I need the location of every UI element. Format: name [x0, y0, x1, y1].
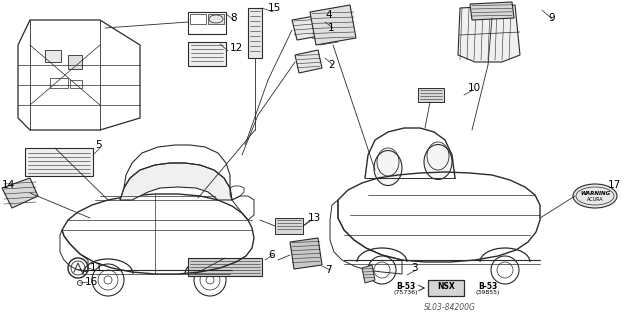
Text: 8: 8 [230, 13, 237, 23]
Text: 14: 14 [2, 180, 15, 190]
Bar [188, 42, 226, 66]
Bar [188, 12, 226, 34]
Bar [418, 88, 444, 102]
Text: 16: 16 [85, 277, 98, 287]
Ellipse shape [573, 184, 617, 208]
Text: (39855): (39855) [476, 290, 500, 295]
Text: 6: 6 [268, 250, 274, 260]
Text: 2: 2 [328, 60, 335, 70]
Text: B-53: B-53 [479, 282, 497, 291]
Bar [248, 8, 262, 58]
Bar [25, 148, 93, 176]
Bar [45, 50, 61, 62]
Text: 7: 7 [325, 265, 332, 275]
Bar [428, 280, 464, 296]
Polygon shape [458, 5, 520, 62]
Text: SL03-84200G: SL03-84200G [424, 303, 476, 312]
Polygon shape [470, 2, 514, 20]
Text: 11: 11 [90, 263, 103, 273]
Text: 5: 5 [95, 140, 102, 150]
Text: 17: 17 [608, 180, 621, 190]
Text: (75736): (75736) [394, 290, 418, 295]
Text: B-53: B-53 [396, 282, 416, 291]
Text: 10: 10 [468, 83, 481, 93]
Polygon shape [362, 265, 375, 283]
Text: 3: 3 [411, 263, 418, 273]
Text: NSX: NSX [437, 282, 455, 291]
Bar [188, 258, 262, 276]
Polygon shape [290, 238, 322, 269]
Text: ACURA: ACURA [587, 196, 604, 202]
Text: 12: 12 [230, 43, 243, 53]
Ellipse shape [424, 145, 452, 180]
Ellipse shape [209, 15, 223, 23]
Bar [208, 14, 224, 24]
Polygon shape [292, 15, 325, 40]
Text: WARNING: WARNING [580, 190, 610, 196]
Text: 15: 15 [268, 3, 281, 13]
Text: 4: 4 [325, 10, 332, 20]
Bar [68, 55, 82, 69]
Text: 9: 9 [548, 13, 555, 23]
Bar [50, 78, 68, 88]
Text: 1: 1 [328, 23, 335, 33]
Polygon shape [120, 163, 232, 200]
Ellipse shape [374, 150, 402, 186]
Text: 13: 13 [308, 213, 322, 223]
Polygon shape [2, 178, 38, 208]
Polygon shape [295, 50, 322, 73]
Polygon shape [310, 5, 356, 45]
Bar [190, 14, 206, 24]
Bar [70, 80, 82, 88]
Bar [275, 218, 303, 234]
